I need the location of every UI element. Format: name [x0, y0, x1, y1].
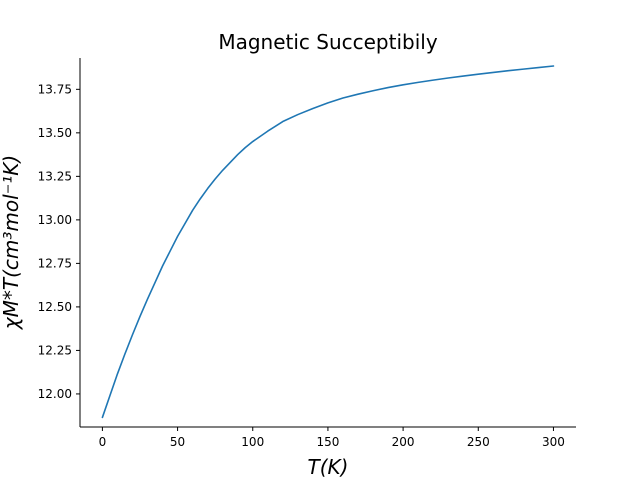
x-tick-label: 0 — [99, 435, 107, 449]
plot-area — [101, 65, 555, 419]
x-tick-label: 50 — [170, 435, 185, 449]
y-tick-label: 13.00 — [38, 213, 72, 227]
x-tick-label: 200 — [392, 435, 415, 449]
y-tick-label: 13.25 — [38, 169, 72, 183]
y-tick-label: 12.50 — [38, 300, 72, 314]
y-tick-label: 13.50 — [38, 126, 72, 140]
series-line — [101, 65, 555, 419]
x-axis-label: T(K) — [308, 455, 349, 479]
y-axis-ticks: 12.00 12.25 12.50 12.75 13.00 13.25 13.50 13.75 — [38, 82, 80, 401]
y-axis-label: χM*T(cm³mol⁻¹K) — [0, 155, 23, 330]
y-tick-label: 12.75 — [38, 256, 72, 270]
x-tick-label: 150 — [316, 435, 339, 449]
y-tick-label: 12.25 — [38, 343, 72, 357]
chart-title: Magnetic Succeptibily — [218, 30, 438, 54]
x-tick-label: 100 — [241, 435, 264, 449]
x-axis-ticks: 0 50 100 150 200 250 300 — [99, 427, 565, 449]
x-tick-label: 250 — [467, 435, 490, 449]
y-tick-label: 13.75 — [38, 82, 72, 96]
y-tick-label: 12.00 — [38, 387, 72, 401]
x-tick-label: 300 — [542, 435, 565, 449]
